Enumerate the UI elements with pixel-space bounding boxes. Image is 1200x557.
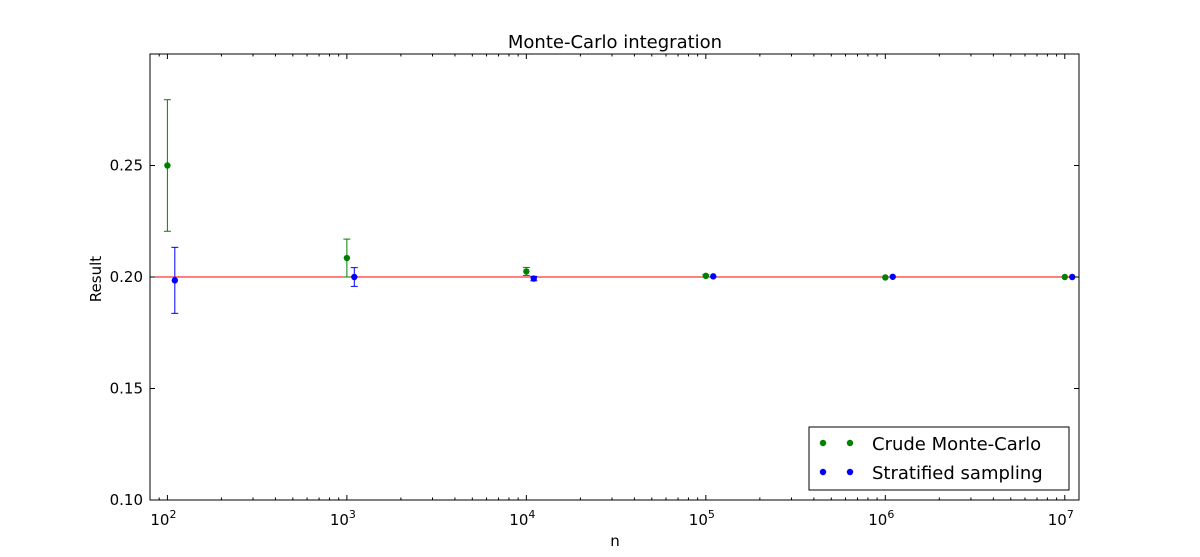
- data-point-series-0: [523, 268, 530, 275]
- x-tick-label: 102: [150, 508, 176, 529]
- data-point-series-1: [351, 273, 358, 281]
- legend-marker: [846, 468, 854, 476]
- data-point-series-0: [702, 272, 710, 280]
- data-point-series-1: [710, 273, 717, 280]
- x-tick-label: 105: [689, 508, 715, 529]
- x-axis-label: n: [610, 532, 620, 550]
- y-tick-label: 0.10: [110, 491, 143, 509]
- data-point-series-0: [343, 254, 351, 262]
- legend-label: Stratified sampling: [872, 463, 1043, 484]
- plot-area: [150, 99, 1079, 314]
- data-point-series-0: [882, 274, 889, 281]
- chart-title: Monte-Carlo integration: [508, 32, 722, 53]
- y-tick-label: 0.25: [110, 157, 143, 175]
- x-tick-label: 103: [330, 508, 356, 529]
- legend-marker: [846, 439, 854, 447]
- legend-label: Crude Monte-Carlo: [872, 434, 1041, 455]
- x-tick-label: 107: [1048, 508, 1074, 529]
- y-axis-label: Result: [87, 256, 105, 302]
- legend: Crude Monte-Carlo Stratified sampling: [808, 426, 1070, 491]
- y-tick-label: 0.20: [110, 268, 143, 286]
- x-tick-label: 104: [509, 508, 535, 529]
- data-point-series-0: [164, 162, 171, 169]
- data-point-series-1: [171, 277, 179, 284]
- data-point-series-1: [1069, 273, 1076, 281]
- data-point-series-1: [889, 273, 896, 280]
- legend-box: [808, 426, 1070, 491]
- data-point-series-0: [1061, 273, 1068, 281]
- x-tick-label: 106: [868, 508, 894, 529]
- legend-marker: [819, 468, 827, 476]
- y-tick-label: 0.15: [110, 380, 143, 398]
- data-point-series-1: [530, 275, 537, 282]
- legend-marker: [819, 439, 827, 447]
